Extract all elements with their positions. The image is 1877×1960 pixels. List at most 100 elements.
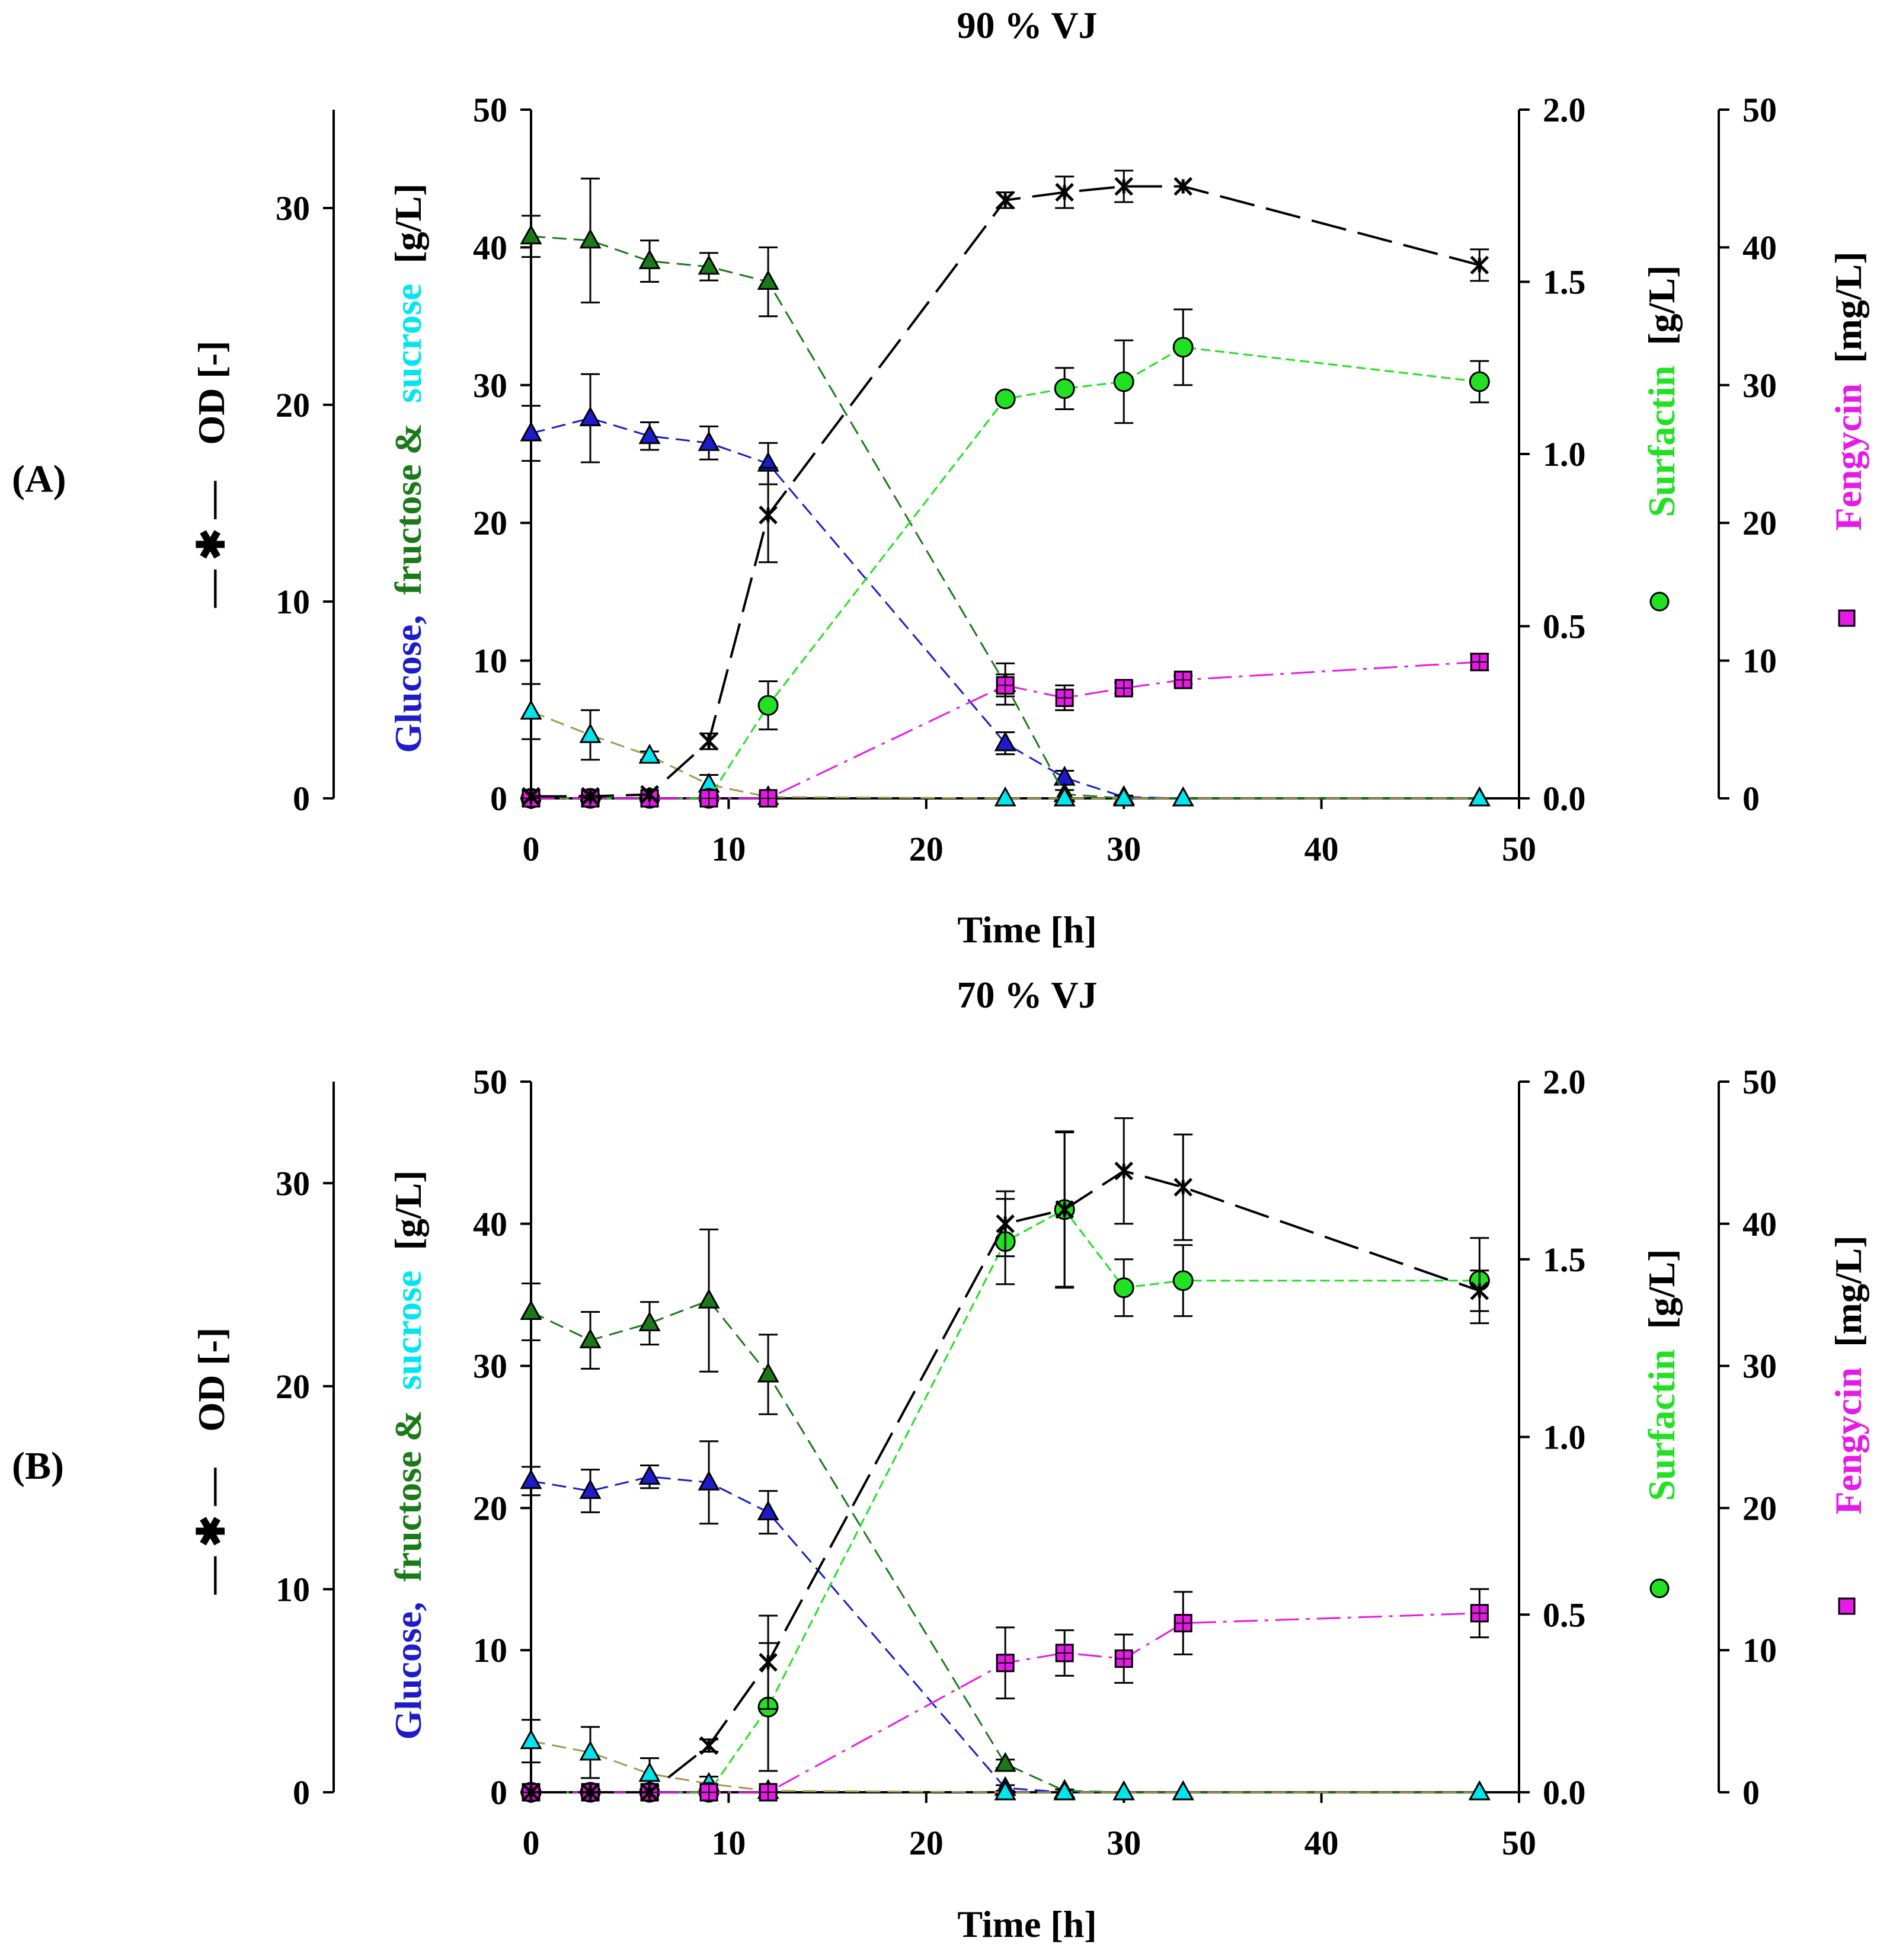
od-point-b (996, 1214, 1015, 1233)
sucrose-point-b (1053, 1780, 1076, 1801)
fengycin-tick-label-b: 0 (1742, 1773, 1760, 1812)
fengycin-tick-label-b: 30 (1742, 1347, 1777, 1386)
od-tick-label-a: 30 (276, 189, 310, 228)
fengycin-tick-label-b: 40 (1742, 1205, 1777, 1243)
od-tick-label-b: 30 (276, 1164, 310, 1203)
glucose-point-b (757, 1500, 779, 1521)
fengycin-tick-label-a: 0 (1742, 779, 1760, 818)
sucrose-line-b (530, 1740, 1480, 1793)
od-point-a (581, 786, 600, 806)
sucrose-point-b (994, 1780, 1016, 1801)
od-tick-label-b: 0 (293, 1773, 310, 1812)
glucose-axis-label-b: Glucose, (387, 1602, 429, 1740)
glucose-point-b (638, 1465, 661, 1485)
glucose-point-b (698, 1470, 720, 1491)
od-point-b (522, 1783, 541, 1802)
fructose-point-a (520, 224, 542, 245)
od-point-a (1055, 183, 1074, 202)
od-point-a (1173, 177, 1192, 196)
od-point-b (1173, 1178, 1192, 1197)
od-line-a (531, 185, 1480, 798)
fengycin-axis-title-a: Fengycin [mg/L] (1827, 251, 1869, 530)
surfactin-axis-title-b: Surfactin [g/L] (1641, 1249, 1683, 1501)
fructose-point-b (520, 1300, 542, 1320)
x-tick-label-a: 30 (1107, 830, 1141, 868)
surfactin-axis-unit-b: [g/L] (1641, 1249, 1683, 1329)
surfactin-tick-label-a: 1.5 (1543, 263, 1586, 302)
x-tick-label-b: 40 (1304, 1824, 1339, 1862)
sugars-tick-label-a: 50 (473, 91, 507, 129)
fructose-line-a (530, 235, 1480, 800)
svg-text:Surfactin [g/L]: Surfactin [g/L] (1641, 1249, 1683, 1501)
surfactin-axis-unit-a: [g/L] (1641, 265, 1683, 345)
sugars-tick-label-b: 40 (473, 1205, 507, 1243)
surfactin-point-b (1113, 1277, 1134, 1299)
fengycin-line-b (531, 1612, 1480, 1793)
panel-label-a: (A) (12, 458, 66, 501)
od-point-a (699, 731, 718, 751)
fructose-point-a (579, 228, 602, 249)
sucrose-point-b (1468, 1780, 1491, 1801)
fengycin-axis-title-b: Fengycin [mg/L] (1827, 1235, 1869, 1514)
sugars-tick-label-b: 30 (473, 1347, 507, 1386)
x-tick-label-b: 50 (1502, 1824, 1536, 1862)
fengycin-axis-unit-b: [mg/L] (1827, 1235, 1869, 1347)
od-tick-label-b: 10 (276, 1570, 310, 1609)
fructose-point-b (698, 1288, 720, 1309)
surfactin-line-a (531, 346, 1480, 800)
od-axis-title-b: — ✱ — OD [-] (190, 1328, 232, 1596)
surfactin-tick-label-b: 1.0 (1543, 1418, 1586, 1457)
surfactin-point-a (757, 695, 779, 716)
surfactin-point-a (1172, 337, 1194, 358)
fengycin-tick-label-b: 50 (1742, 1063, 1777, 1101)
sucrose-point-b (1172, 1780, 1194, 1801)
sucrose-point-b (579, 1740, 602, 1761)
x-tick-label-b: 20 (909, 1824, 944, 1862)
surfactin-tick-label-a: 2.0 (1543, 91, 1586, 129)
sucrose-point-a (994, 786, 1016, 807)
od-point-a (996, 190, 1015, 210)
panel-b: (B) 70 % VJ 0 10 20 30 40 50 0 10 20 30 40 50 0 10 20 3… (12, 974, 1869, 1945)
surfactin-tick-label-b: 0.0 (1543, 1773, 1586, 1812)
od-axis-label-b: OD [-] (190, 1328, 232, 1432)
od-tick-label-a: 0 (293, 779, 310, 818)
surfactin-axis-label-b: Surfactin (1641, 1350, 1683, 1501)
glucose-axis-label-a: Glucose, (387, 615, 429, 753)
x-tick-label-b: 0 (523, 1824, 540, 1862)
sucrose-point-a (1468, 786, 1491, 807)
fructose-line-b (530, 1299, 1480, 1793)
sucrose-point-b (1112, 1780, 1135, 1801)
sucrose-point-a (1172, 786, 1194, 807)
svg-text:— ✱ — OD [-]: — ✱ — OD [-] (190, 341, 232, 609)
fengycin-tick-label-a: 10 (1742, 642, 1777, 680)
x-axis-title-b: Time [h] (957, 1903, 1096, 1945)
fengycin-legend-icon-a (1838, 609, 1856, 627)
od-point-b (759, 1652, 778, 1672)
sucrose-point-a (1053, 786, 1076, 807)
glucose-point-b (579, 1479, 602, 1499)
fructose-point-a (638, 249, 661, 270)
glucose-point-b (520, 1469, 542, 1489)
sucrose-axis-label-a: sucrose (387, 284, 429, 403)
od-point-b (640, 1783, 659, 1802)
surfactin-tick-label-b: 2.0 (1543, 1063, 1586, 1101)
sucrose-point-a (638, 743, 661, 764)
x-tick-label-a: 40 (1304, 830, 1339, 868)
surfactin-tick-label-a: 0.0 (1543, 779, 1586, 818)
x-axis-title-a: Time [h] (957, 909, 1096, 951)
svg-text:Fengycin [mg/L]: Fengycin [mg/L] (1827, 1235, 1869, 1514)
plot-area-b: 0 10 20 30 40 50 0 10 20 30 40 50 0 10 20 30 0.0 0.5 1.0 1.… (276, 1063, 1777, 1862)
surfactin-point-a (1054, 378, 1075, 399)
x-tick-label-a: 10 (711, 830, 746, 868)
sugars-tick-label-b: 10 (473, 1631, 507, 1670)
sucrose-point-b (638, 1761, 661, 1782)
panel-label-b: (B) (12, 1444, 64, 1488)
surfactin-point-a (995, 388, 1016, 410)
od-point-a (1114, 177, 1133, 196)
svg-text:Surfactin [g/L]: Surfactin [g/L] (1641, 265, 1683, 517)
fengycin-axis-label-b: Fengycin (1827, 1367, 1869, 1515)
fengycin-tick-label-a: 20 (1742, 504, 1777, 542)
od-tick-label-b: 20 (276, 1367, 310, 1406)
svg-text:Fengycin [mg/L]: Fengycin [mg/L] (1827, 251, 1869, 530)
